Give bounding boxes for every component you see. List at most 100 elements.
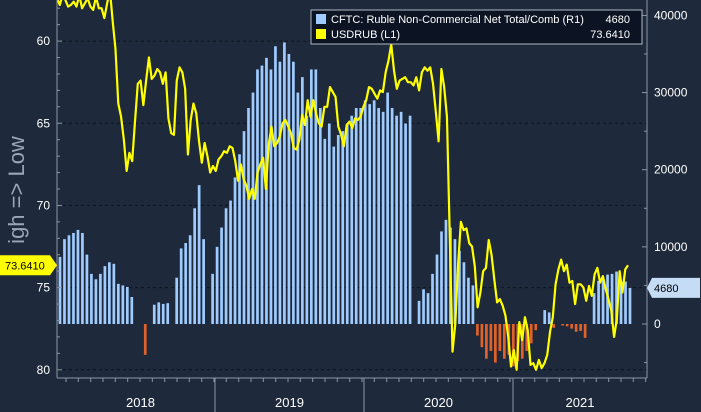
cftc-bar (238, 154, 241, 324)
cftc-bar (467, 277, 470, 324)
cftc-bar (287, 54, 291, 324)
usdrub-line-layer (57, 0, 629, 371)
cftc-bar (610, 273, 614, 324)
cftc-bar (619, 281, 623, 324)
cftc-bar (345, 123, 349, 325)
cftc-bar (422, 289, 425, 324)
right-tick-label: 30000 (654, 86, 688, 100)
year-label: 2020 (424, 395, 453, 410)
cftc-bar (179, 248, 183, 324)
cftc-bar (318, 108, 322, 324)
cftc-bar (166, 303, 170, 324)
cftc-bar (63, 239, 66, 324)
cftc-bar (143, 324, 147, 355)
cftc-last-value-tag: 4680 (647, 277, 700, 298)
cftc-bar (99, 273, 102, 324)
cftc-bar (224, 208, 228, 324)
cftc-bar (583, 324, 587, 338)
cftc-bar (188, 235, 192, 324)
cftc-bar (543, 310, 547, 324)
left-tick-label: 65 (37, 116, 51, 130)
cftc-bar (404, 123, 407, 325)
cftc-bars (58, 42, 632, 367)
cftc-bar (431, 273, 434, 324)
cftc-bar (426, 293, 430, 324)
cftc-bar (601, 277, 605, 324)
left-tick-label: 80 (37, 363, 51, 377)
cftc-bar (197, 185, 201, 324)
year-label: 2018 (126, 395, 155, 410)
left-axis-title: igh => Low (4, 136, 29, 244)
cftc-bar (278, 61, 282, 325)
cftc-bar (565, 324, 569, 327)
cftc-bar (269, 69, 273, 325)
cftc-bar (292, 61, 295, 325)
cftc-bar (193, 208, 196, 324)
cftc-bar (161, 303, 165, 324)
x-axis: 2018 2019 2020 2021 (65, 378, 647, 412)
cftc-bar (341, 131, 345, 324)
cftc-bar (354, 108, 358, 324)
cftc-bar (112, 263, 116, 324)
cftc-bar (489, 324, 493, 351)
cftc-bar (81, 232, 84, 324)
cftc-bar (152, 304, 156, 324)
cftc-bar (624, 281, 627, 324)
cftc-bar (323, 138, 327, 324)
cftc-bar (444, 219, 448, 324)
cftc-bar (184, 243, 188, 324)
cftc-bar (103, 266, 107, 324)
cftc-tag-text: 4680 (654, 283, 678, 295)
cftc-bar (476, 324, 479, 336)
cftc-bar (265, 57, 268, 325)
usdrub-line (57, 0, 629, 371)
cftc-bar (592, 293, 596, 324)
cftc-bar (85, 254, 89, 324)
cftc-tag-shape (647, 277, 700, 298)
legend: CFTC: Ruble Non-Commercial Net Total/Com… (310, 9, 643, 45)
cftc-bar (534, 324, 538, 331)
cftc-bar (520, 324, 524, 359)
cftc-bar (296, 92, 300, 324)
cftc-bar (211, 273, 214, 324)
right-tick-label: 20000 (654, 163, 688, 177)
cftc-bar (251, 92, 255, 324)
cftc-bar (570, 324, 573, 329)
cftc-bar (220, 227, 223, 324)
cftc-bar (314, 69, 318, 325)
cftc-bar (157, 302, 161, 324)
cftc-bar (597, 280, 600, 324)
cftc-bar (502, 324, 506, 359)
cftc-bar (615, 271, 618, 324)
cftc-bar (511, 324, 515, 367)
right-tick-label: 10000 (654, 240, 688, 254)
cftc-bar (274, 46, 277, 324)
cftc-bar (525, 324, 529, 351)
usdrub-tag-shape (0, 255, 57, 276)
cftc-bar (480, 324, 484, 348)
cftc-bar (458, 250, 461, 324)
cftc-bar (453, 239, 457, 324)
legend-label-cftc: CFTC: Ruble Non-Commercial Net Total/Com… (331, 14, 584, 26)
cftc-bar (58, 256, 62, 324)
cftc-bar (471, 285, 475, 324)
legend-value-usdrub: 73.6410 (590, 29, 630, 41)
cftc-bar (283, 42, 286, 325)
cftc-bar (381, 111, 385, 324)
right-axis-ticks: 0 10000 20000 30000 40000 (642, 8, 688, 364)
cftc-bar (494, 324, 497, 363)
cftc-bar (359, 108, 363, 324)
left-tick-label: 70 (37, 198, 51, 212)
cftc-bar (256, 69, 259, 325)
cftc-bar (485, 324, 488, 359)
cftc-bar (215, 246, 219, 324)
cftc-bar (498, 324, 502, 351)
cftc-bar (125, 286, 129, 324)
legend-value-cftc: 4680 (606, 14, 630, 26)
cftc-bar (247, 108, 250, 324)
cftc-bar (435, 254, 439, 324)
usdrub-last-value-tag: 73.6410 (0, 255, 57, 276)
cftc-bar (94, 279, 98, 324)
